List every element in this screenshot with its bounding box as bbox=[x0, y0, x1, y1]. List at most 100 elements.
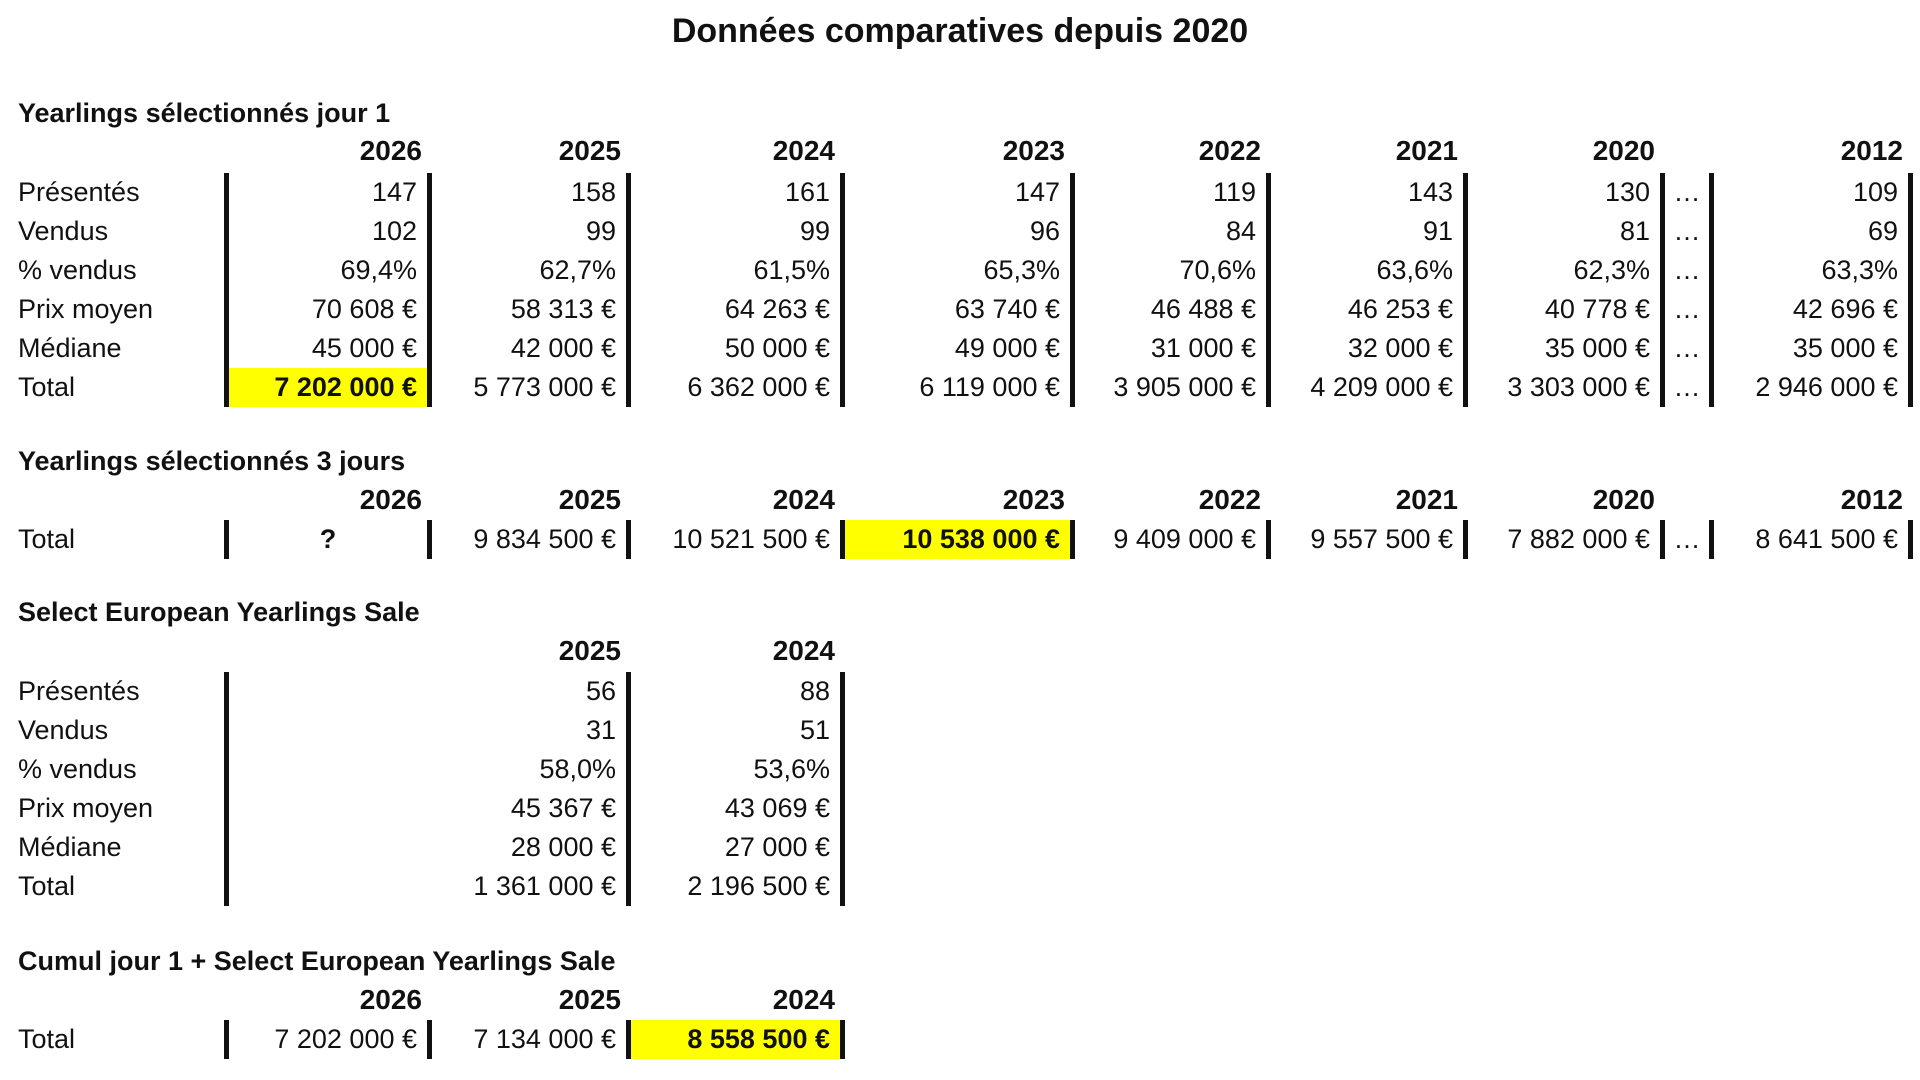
table-cell: 42 000 € bbox=[432, 329, 631, 368]
column-header: 2012 bbox=[1840, 484, 1903, 515]
table-cell: 7 202 000 € bbox=[224, 1020, 432, 1059]
table-cell: 91 bbox=[1271, 212, 1468, 251]
table-cell: 69 bbox=[1714, 212, 1913, 251]
row-label: Prix moyen bbox=[18, 294, 154, 324]
table-cell: 147 bbox=[224, 173, 432, 212]
table-cell: 31 bbox=[224, 711, 631, 750]
row-label: Total bbox=[18, 372, 76, 402]
column-header: 2024 bbox=[772, 135, 835, 166]
table-cell: 40 778 € bbox=[1468, 290, 1665, 329]
table-cell: 6 119 000 € bbox=[845, 368, 1075, 407]
table-cell: 88 bbox=[631, 672, 845, 711]
row-label: Prix moyen bbox=[18, 793, 154, 823]
column-header: 2024 bbox=[772, 984, 835, 1015]
table-cell: 35 000 € bbox=[1714, 329, 1913, 368]
table-cell: 27 000 € bbox=[631, 828, 845, 867]
row-label: % vendus bbox=[18, 255, 137, 285]
table-cell: 63,3% bbox=[1714, 251, 1913, 290]
row-label: Médiane bbox=[18, 832, 122, 862]
page-title: Données comparatives depuis 2020 bbox=[671, 12, 1249, 50]
column-header: 2023 bbox=[1002, 484, 1065, 515]
table-cell: 63 740 € bbox=[845, 290, 1075, 329]
table-cell: 28 000 € bbox=[224, 828, 631, 867]
table-cell: 3 905 000 € bbox=[1075, 368, 1271, 407]
table-cell: 35 000 € bbox=[1468, 329, 1665, 368]
row-label: Présentés bbox=[18, 177, 140, 207]
column-header: 2012 bbox=[1840, 135, 1903, 166]
table-cell: 58 313 € bbox=[432, 290, 631, 329]
table-cell: 64 263 € bbox=[631, 290, 845, 329]
table-cell: 10 521 500 € bbox=[631, 520, 845, 559]
table-cell: 45 000 € bbox=[224, 329, 432, 368]
table-cell: 8 641 500 € bbox=[1714, 520, 1913, 559]
table-cell: 7 134 000 € bbox=[432, 1020, 631, 1059]
row-label: Présentés bbox=[18, 676, 140, 706]
table-cell: 49 000 € bbox=[845, 329, 1075, 368]
table-cell: 1 361 000 € bbox=[224, 867, 631, 906]
column-header: 2023 bbox=[1002, 135, 1065, 166]
table-cell: 143 bbox=[1271, 173, 1468, 212]
column-header: 2024 bbox=[772, 484, 835, 515]
table-cell: 62,7% bbox=[432, 251, 631, 290]
table-cell: 84 bbox=[1075, 212, 1271, 251]
table-cell: 102 bbox=[224, 212, 432, 251]
table-cell: 109 bbox=[1714, 173, 1913, 212]
table-cell: 130 bbox=[1468, 173, 1665, 212]
table-cell: … bbox=[1665, 251, 1714, 290]
table-cell: … bbox=[1665, 368, 1714, 407]
table-cell: 7 882 000 € bbox=[1468, 520, 1665, 559]
row-label: Total bbox=[18, 871, 76, 901]
table-cell: 56 bbox=[224, 672, 631, 711]
column-header: 2025 bbox=[558, 135, 621, 166]
row-label: Vendus bbox=[18, 216, 109, 246]
column-header: 2025 bbox=[558, 484, 621, 515]
row-label: Médiane bbox=[18, 333, 122, 363]
table-cell: 158 bbox=[432, 173, 631, 212]
table-cell: 9 834 500 € bbox=[432, 520, 631, 559]
table-cell: 46 253 € bbox=[1271, 290, 1468, 329]
table-cell: 58,0% bbox=[224, 750, 631, 789]
section-title: Yearlings sélectionnés jour 1 bbox=[18, 98, 391, 128]
table-cell: 50 000 € bbox=[631, 329, 845, 368]
section-title: Cumul jour 1 + Select European Yearlings… bbox=[18, 946, 616, 976]
table-cell: 62,3% bbox=[1468, 251, 1665, 290]
table-cell: 32 000 € bbox=[1271, 329, 1468, 368]
table-cell: 161 bbox=[631, 173, 845, 212]
table-cell: 3 303 000 € bbox=[1468, 368, 1665, 407]
table-cell: 10 538 000 € bbox=[845, 520, 1075, 559]
column-header: 2021 bbox=[1395, 484, 1458, 515]
column-header: 2026 bbox=[359, 984, 422, 1015]
table-cell: 51 bbox=[631, 711, 845, 750]
table-cell: 99 bbox=[432, 212, 631, 251]
table-cell: 99 bbox=[631, 212, 845, 251]
column-header: 2022 bbox=[1198, 135, 1261, 166]
table-cell: 65,3% bbox=[845, 251, 1075, 290]
column-header: 2026 bbox=[359, 484, 422, 515]
table-cell: 61,5% bbox=[631, 251, 845, 290]
table-cell: 63,6% bbox=[1271, 251, 1468, 290]
table-cell: 9 409 000 € bbox=[1075, 520, 1271, 559]
row-label: Vendus bbox=[18, 715, 109, 745]
column-header: 2025 bbox=[558, 635, 621, 666]
table-cell: 2 196 500 € bbox=[631, 867, 845, 906]
column-header: 2020 bbox=[1592, 484, 1655, 515]
table-cell: ? bbox=[224, 520, 432, 559]
section-title: Select European Yearlings Sale bbox=[18, 597, 420, 627]
section-title: Yearlings sélectionnés 3 jours bbox=[18, 446, 406, 476]
table-cell: … bbox=[1665, 520, 1714, 559]
table-cell: 53,6% bbox=[631, 750, 845, 789]
row-label: Total bbox=[18, 524, 76, 554]
table-cell: 119 bbox=[1075, 173, 1271, 212]
table-cell: 69,4% bbox=[224, 251, 432, 290]
table-cell: 96 bbox=[845, 212, 1075, 251]
table-cell: 8 558 500 € bbox=[631, 1020, 845, 1059]
table-cell: 70,6% bbox=[1075, 251, 1271, 290]
table-cell: 147 bbox=[845, 173, 1075, 212]
table-cell: 6 362 000 € bbox=[631, 368, 845, 407]
table-cell: 9 557 500 € bbox=[1271, 520, 1468, 559]
table-cell: 5 773 000 € bbox=[432, 368, 631, 407]
table-cell: 31 000 € bbox=[1075, 329, 1271, 368]
column-header: 2025 bbox=[558, 984, 621, 1015]
table-cell: … bbox=[1665, 173, 1714, 212]
